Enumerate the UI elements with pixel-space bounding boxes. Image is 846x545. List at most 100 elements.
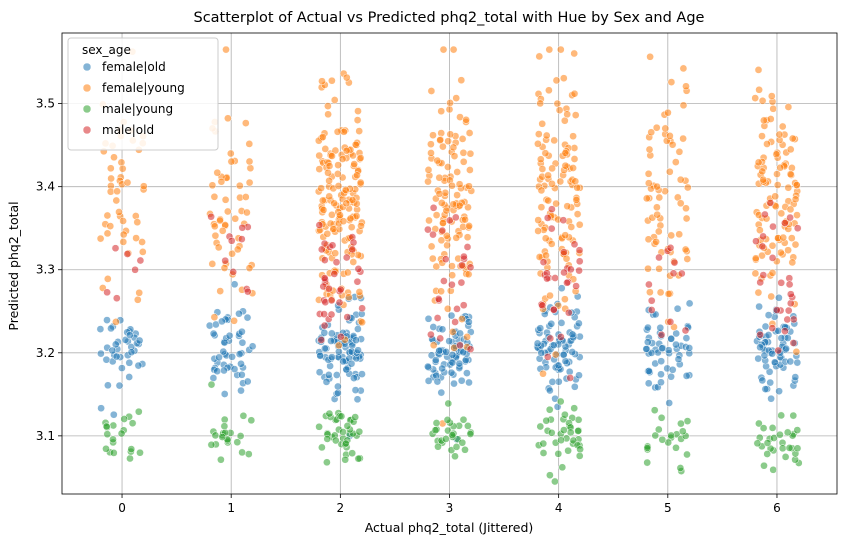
data-point: [238, 338, 247, 347]
data-point: [111, 244, 120, 253]
data-point: [358, 370, 366, 378]
data-point: [434, 295, 443, 303]
data-point: [754, 158, 763, 167]
data-point: [214, 243, 223, 252]
data-point: [647, 306, 656, 314]
data-point: [329, 225, 338, 233]
data-point: [445, 337, 454, 345]
data-point: [465, 378, 473, 387]
data-point: [557, 319, 566, 327]
data-point: [656, 323, 665, 332]
data-point: [127, 445, 136, 453]
data-point: [676, 175, 685, 184]
data-point: [566, 428, 575, 437]
data-point: [447, 311, 456, 320]
data-point: [789, 339, 798, 347]
data-point: [429, 203, 438, 212]
data-point: [320, 328, 329, 337]
data-point: [683, 183, 692, 192]
y-axis-label: Predicted phq2_total: [6, 201, 21, 330]
data-point: [440, 277, 448, 285]
data-point: [657, 378, 665, 387]
data-point: [236, 432, 245, 440]
data-point: [104, 381, 112, 390]
data-point: [357, 221, 365, 230]
data-point: [658, 344, 666, 353]
data-point: [682, 82, 690, 91]
data-point: [333, 127, 342, 136]
data-point: [561, 410, 569, 419]
data-point: [441, 255, 450, 264]
data-point: [570, 382, 579, 391]
data-point: [675, 230, 684, 239]
data-point: [429, 341, 438, 350]
data-point: [788, 258, 797, 267]
data-point: [784, 183, 793, 192]
data-point: [655, 193, 664, 202]
data-point: [463, 243, 472, 251]
data-point: [458, 261, 466, 270]
data-point: [327, 296, 336, 305]
data-point: [453, 168, 462, 176]
data-point: [676, 199, 685, 208]
data-point: [569, 132, 577, 141]
legend-box: [67, 37, 219, 151]
data-point: [349, 238, 358, 247]
data-point: [437, 107, 446, 116]
data-point: [424, 225, 432, 234]
data-point: [462, 115, 470, 124]
data-point: [647, 128, 656, 137]
data-point: [654, 425, 663, 434]
data-point: [778, 122, 787, 131]
data-point: [354, 454, 363, 463]
data-point: [103, 211, 112, 220]
data-point: [756, 226, 764, 235]
data-point: [539, 258, 548, 266]
data-point: [219, 347, 228, 356]
data-point: [465, 129, 474, 137]
data-point: [759, 424, 768, 432]
data-point: [768, 241, 777, 250]
data-point: [138, 238, 146, 246]
data-point: [570, 240, 579, 249]
data-point: [561, 149, 570, 157]
data-point: [315, 422, 323, 431]
x-tick-label: 4: [555, 501, 563, 515]
data-point: [243, 287, 252, 296]
data-point: [669, 269, 678, 278]
data-point: [536, 155, 545, 164]
data-point: [789, 315, 798, 324]
data-point: [775, 293, 783, 302]
data-point: [784, 103, 793, 111]
data-point: [227, 236, 236, 245]
data-point: [787, 234, 796, 242]
data-point: [349, 258, 358, 266]
data-point: [424, 362, 432, 371]
data-point: [644, 379, 653, 388]
data-point: [546, 386, 554, 395]
data-point: [782, 344, 790, 353]
data-point: [786, 145, 795, 154]
data-point: [576, 445, 584, 454]
data-point: [245, 140, 254, 148]
data-point: [535, 52, 544, 61]
data-point: [324, 102, 332, 110]
data-point: [784, 246, 792, 255]
data-point: [644, 235, 653, 244]
data-point: [434, 442, 442, 451]
data-point: [325, 176, 333, 185]
data-point: [785, 444, 794, 452]
data-point: [753, 439, 762, 448]
data-point: [466, 149, 475, 158]
data-point: [207, 212, 215, 221]
data-point: [353, 116, 362, 124]
data-point: [791, 373, 800, 381]
data-point: [546, 334, 555, 343]
data-point: [572, 196, 581, 204]
data-point: [341, 455, 350, 464]
data-point: [758, 132, 766, 140]
data-point: [751, 94, 760, 102]
data-point: [463, 233, 472, 242]
data-point: [424, 314, 433, 323]
data-point: [643, 338, 652, 346]
